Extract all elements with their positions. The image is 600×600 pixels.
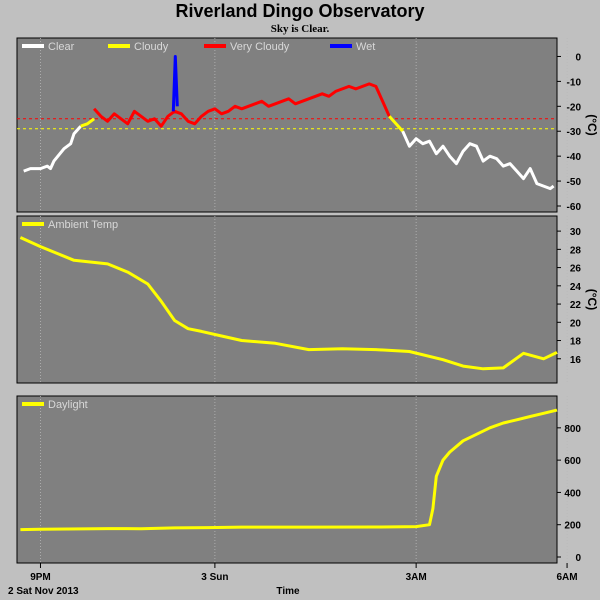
x-tick-label: 6AM — [556, 572, 577, 583]
x-tick-label: 9PM — [30, 572, 51, 583]
y-tick-label: 28 — [570, 245, 582, 256]
legend-wet-label: Wet — [356, 41, 375, 53]
series-line-ambient-temp — [19, 236, 558, 371]
x-tick-label: 3 Sun — [201, 572, 228, 583]
y-tick-label: 26 — [570, 264, 582, 275]
chart-title: Riverland Dingo Observatory — [175, 1, 425, 21]
y-axis-label: (°C) — [585, 289, 599, 310]
y-tick-label: -30 — [567, 127, 582, 138]
y-tick-label: 30 — [570, 227, 582, 238]
y-tick-label: -20 — [567, 102, 582, 113]
legend-daylight-label: Daylight — [48, 399, 88, 411]
x-axis-start-date: 2 Sat Nov 2013 — [8, 586, 79, 597]
y-tick-label: -40 — [567, 152, 582, 163]
y-tick-label: 22 — [570, 300, 582, 311]
series-line-cloudy — [80, 117, 95, 128]
x-axis-title: Time — [276, 586, 300, 597]
series-line-daylight — [20, 408, 558, 532]
y-tick-label: -50 — [567, 177, 582, 188]
x-tick-label: 3AM — [406, 572, 427, 583]
y-tick-label: 600 — [564, 456, 581, 467]
y-tick-label: 0 — [575, 52, 581, 63]
plot-area-sky — [16, 37, 558, 213]
y-tick-label: 800 — [564, 424, 581, 435]
y-tick-label: 18 — [570, 337, 582, 348]
legend-ambient-temp-label: Ambient Temp — [48, 219, 118, 231]
y-tick-label: -10 — [567, 77, 582, 88]
y-tick-label: 400 — [564, 488, 581, 499]
legend-clear-label: Clear — [48, 41, 75, 53]
plot-area-ambient — [16, 215, 558, 384]
y-tick-label: 16 — [570, 355, 582, 366]
legend-cloudy-label: Cloudy — [134, 41, 169, 53]
series-line-very-cloudy — [92, 82, 391, 128]
series-line-clear — [23, 125, 82, 173]
chart-subtitle: Sky is Clear. — [270, 23, 330, 35]
legend-very-cloudy-label: Very Cloudy — [230, 41, 290, 53]
series-line-clear — [401, 130, 555, 191]
y-tick-label: 200 — [564, 521, 581, 532]
y-tick-label: 0 — [575, 553, 581, 564]
series-line-wet — [171, 55, 179, 112]
y-tick-label: 24 — [570, 282, 582, 293]
series-line-cloudy — [388, 115, 404, 133]
y-tick-label: -60 — [567, 202, 582, 213]
y-axis-label: (°C) — [585, 114, 599, 135]
y-tick-label: 20 — [570, 318, 582, 329]
plot-area-daylight — [16, 395, 558, 564]
